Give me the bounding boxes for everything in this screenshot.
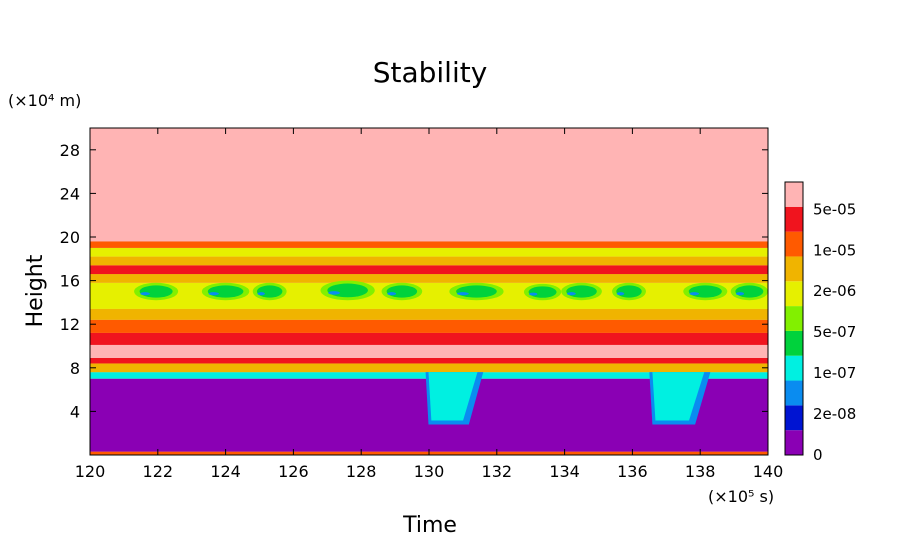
x-tick-label-120: 120: [75, 462, 106, 481]
colorbar-swatch-6: [785, 281, 803, 307]
cell-spot-6: [529, 292, 538, 296]
event-inner-1: [652, 372, 705, 421]
y-tick-label-4: 4: [70, 402, 80, 421]
x-tick-label-140: 140: [753, 462, 784, 481]
colorbar-frame: [784, 181, 804, 456]
colorbar-label-2: 1e-07: [813, 364, 856, 382]
cell-spot-3: [328, 291, 341, 295]
y-axis-label: Height: [23, 254, 48, 327]
x-tick-label-122: 122: [143, 462, 174, 481]
x-unit-label: (×10⁵ s): [708, 487, 774, 506]
x-tick-label-136: 136: [617, 462, 648, 481]
x-tick-label-124: 124: [210, 462, 241, 481]
chart-title: Stability: [373, 56, 488, 89]
band-6: [90, 319, 768, 333]
colorbar-label-1: 2e-08: [813, 405, 856, 423]
colorbar-swatch-1: [785, 405, 803, 431]
cell-core-8: [616, 285, 642, 298]
cell-spot-5: [456, 292, 469, 296]
colorbar-swatch-4: [785, 330, 803, 356]
band-7: [90, 308, 768, 320]
x-tick-label-134: 134: [549, 462, 580, 481]
y-tick-label-16: 16: [60, 272, 80, 291]
cell-spot-9: [689, 292, 700, 296]
x-tick-label-130: 130: [414, 462, 445, 481]
band-11: [90, 256, 768, 266]
x-tick-label-132: 132: [482, 462, 513, 481]
colorbar-swatch-9: [785, 206, 803, 232]
colorbar-label-0: 0: [813, 446, 823, 464]
colorbar-swatch-5: [785, 306, 803, 331]
plot-frame: [89, 127, 769, 456]
cell-spot-2: [257, 292, 265, 296]
cell-spot-8: [616, 292, 625, 296]
x-tick-label-138: 138: [685, 462, 716, 481]
band-3: [90, 357, 768, 364]
colorbar-swatch-10: [785, 182, 803, 207]
cell-spot-7: [566, 292, 576, 296]
band-9: [90, 274, 768, 283]
y-tick-label-24: 24: [60, 184, 80, 203]
y-tick-label-12: 12: [60, 315, 80, 334]
cell-spot-0: [140, 292, 150, 296]
y-tick-label-20: 20: [60, 228, 80, 247]
colorbar-label-5: 1e-05: [813, 241, 856, 259]
cell-core-6: [528, 286, 557, 298]
cell-core-1: [207, 285, 244, 298]
cell-core-10: [735, 285, 764, 298]
band-5: [90, 332, 768, 345]
cell-core-5: [456, 285, 497, 298]
cell-core-3: [327, 283, 368, 298]
cell-spot-1: [208, 292, 219, 296]
x-tick-label-128: 128: [346, 462, 377, 481]
colorbar-label-3: 5e-07: [813, 323, 856, 341]
y-tick-label-28: 28: [60, 141, 80, 160]
cell-core-2: [256, 285, 283, 298]
band-13: [90, 241, 768, 248]
band-12: [90, 247, 768, 257]
x-tick-label-126: 126: [278, 462, 309, 481]
colorbar: 0 2e-08 1e-07 5e-07 2e-06 1e-05 5e-05: [784, 181, 856, 464]
colorbar-swatch-2: [785, 380, 803, 406]
cell-core-7: [566, 285, 597, 298]
cell-core-0: [139, 285, 173, 298]
colorbar-swatch-0: [785, 430, 803, 455]
plot-area: [90, 128, 768, 455]
colorbar-label-6: 5e-05: [813, 200, 856, 218]
event-inner-0: [428, 372, 478, 421]
band-8: [90, 282, 768, 309]
band-4: [90, 344, 768, 358]
colorbar-label-4: 2e-06: [813, 282, 856, 300]
cell-core-9: [688, 285, 722, 298]
cell-spot-10: [735, 292, 745, 296]
cell-core-4: [386, 285, 418, 298]
y-tick-label-8: 8: [70, 359, 80, 378]
colorbar-swatch-7: [785, 256, 803, 282]
colorbar-swatch-8: [785, 231, 803, 257]
colorbar-swatch-3: [785, 355, 803, 381]
y-unit-label: (×10⁴ m): [8, 91, 81, 110]
axes: 120 122 124 126 128 130 132 134 136 138 140 4 8 12 16 2…: [60, 127, 784, 481]
band-2: [90, 363, 768, 373]
band-14: [90, 128, 768, 242]
cell-spot-4: [387, 292, 397, 296]
x-axis-label: Time: [402, 513, 457, 538]
band-10: [90, 265, 768, 275]
